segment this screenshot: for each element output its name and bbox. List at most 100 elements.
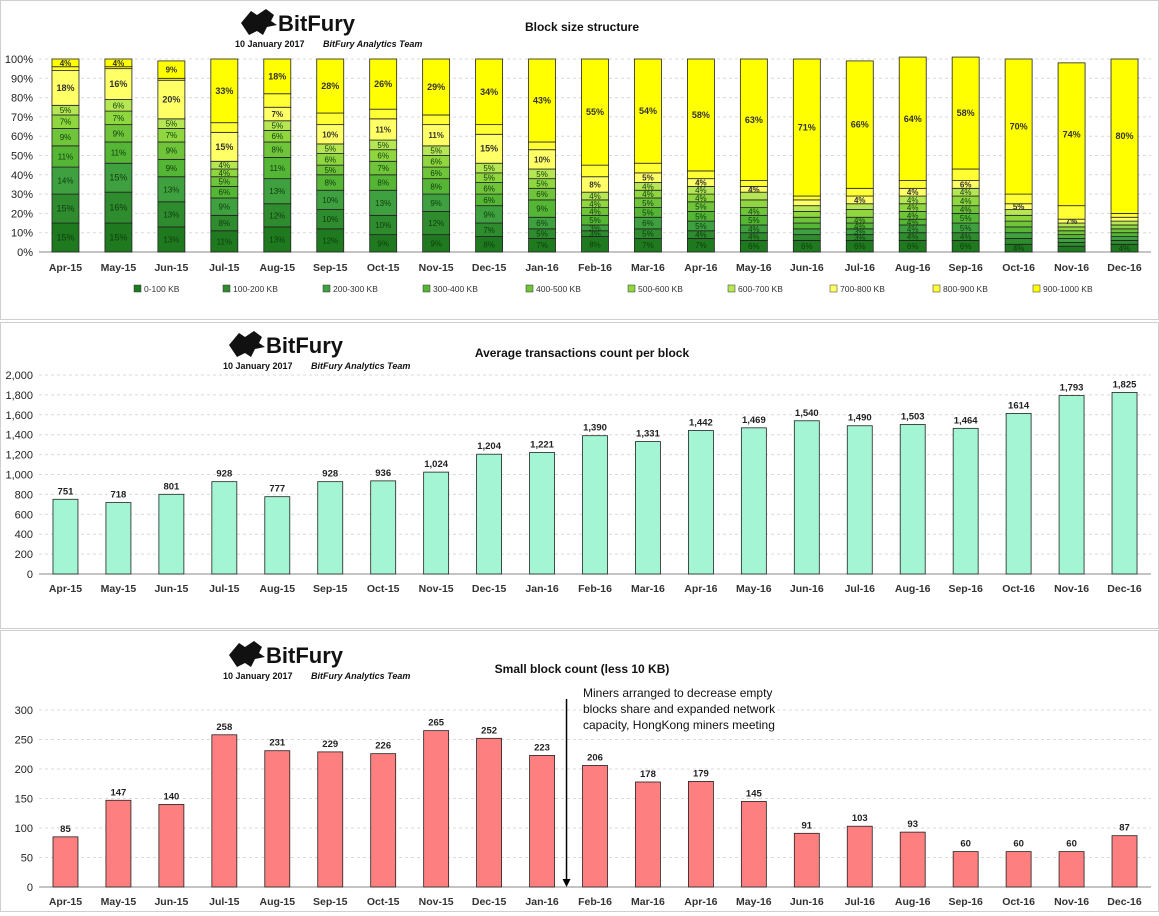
bar-segment (792, 195, 821, 201)
bar-segment (792, 211, 821, 218)
segment-label: 9% (166, 66, 178, 75)
bar-value-label: 1,464 (954, 415, 978, 426)
segment-label: 7% (166, 131, 178, 140)
x-tick-label: Oct-16 (1002, 583, 1035, 595)
segment-label: 4% (1013, 244, 1025, 253)
legend-label: 600-700 KB (738, 284, 783, 294)
annotation-text-line: Miners arranged to decrease empty (583, 686, 772, 700)
bar-segment (792, 216, 821, 224)
x-tick-label: Oct-15 (367, 262, 400, 274)
y-tick-label: 0 (27, 569, 33, 581)
bar-segment (51, 166, 80, 195)
bar-value-label: 718 (110, 490, 126, 501)
bar-segment (687, 170, 715, 180)
x-tick-label: May-15 (101, 896, 137, 908)
y-tick-label: 200 (15, 764, 33, 776)
segment-label: 9% (166, 164, 178, 173)
segment-label: 4% (854, 196, 866, 205)
bar-segment (1004, 58, 1033, 195)
bar (1005, 413, 1032, 575)
segment-label: 10% (322, 130, 338, 139)
segment-label: 4% (695, 179, 707, 188)
segment-label: 5% (1013, 203, 1025, 212)
y-tick-label: 1,000 (5, 470, 33, 482)
bar-segment (1057, 230, 1086, 236)
x-tick-label: Apr-16 (684, 262, 717, 274)
bar-value-label: 226 (375, 741, 391, 752)
x-tick-label: Jan-16 (525, 583, 558, 595)
segment-label: 8% (219, 219, 231, 228)
y-tick-label: 600 (15, 509, 33, 521)
segment-label: 4% (60, 59, 72, 68)
y-tick-label: 100 (15, 823, 33, 835)
bar-segment (51, 58, 80, 68)
segment-label: 80% (1116, 131, 1134, 141)
y-tick-label: 60% (11, 131, 33, 143)
y-tick-label: 100% (5, 54, 33, 66)
bar-value-label: 1,540 (795, 408, 819, 419)
segment-label: 11% (375, 125, 391, 134)
bar-segment (792, 234, 821, 241)
bar-segment (316, 58, 345, 114)
segment-label: 4% (113, 59, 125, 68)
bar-value-label: 258 (216, 722, 232, 733)
x-tick-label: Sep-16 (948, 583, 983, 595)
annotation-text-line: blocks share and expanded network (583, 702, 776, 716)
legend-swatch (829, 284, 838, 293)
segment-label: 8% (324, 179, 336, 188)
segment-label: 5% (960, 214, 972, 223)
bar-value-label: 93 (907, 819, 918, 830)
segment-label: 4% (589, 207, 601, 216)
bar-segment (845, 209, 874, 218)
bar (476, 453, 502, 575)
bar (529, 452, 555, 575)
segment-label: 7% (1066, 217, 1078, 226)
segment-label: 5% (695, 203, 707, 212)
segment-label: 13% (163, 185, 179, 194)
segment-label: 15% (109, 173, 127, 183)
x-tick-label: Jul-16 (845, 896, 876, 908)
bar (899, 831, 926, 888)
x-tick-label: Jun-16 (790, 896, 824, 908)
segment-label: 5% (324, 166, 336, 175)
segment-label: 6% (960, 242, 972, 251)
x-tick-label: Aug-15 (259, 583, 295, 595)
segment-label: 5% (166, 120, 178, 129)
bar (1005, 851, 1032, 888)
bar-segment (475, 58, 503, 126)
bar-segment (1057, 234, 1086, 239)
bar (423, 730, 450, 888)
segment-label: 7% (695, 241, 707, 250)
y-tick-label: 1,200 (5, 450, 33, 462)
bar-segment (1110, 220, 1139, 226)
chart-title: Small block count (less 10 KB) (495, 662, 670, 676)
segment-label: 4% (1119, 244, 1131, 253)
legend-label: 200-300 KB (333, 284, 378, 294)
x-tick-label: Feb-16 (578, 262, 612, 274)
bar-value-label: 1,331 (636, 429, 660, 440)
segment-label: 3% (589, 224, 601, 233)
bar-segment (792, 205, 821, 212)
segment-label: 6% (324, 155, 336, 164)
x-tick-label: May-16 (736, 262, 772, 274)
bar-value-label: 777 (269, 484, 285, 495)
segment-label: 34% (480, 87, 498, 97)
bar-segment (1110, 224, 1139, 230)
segment-label: 8% (377, 179, 389, 188)
x-tick-label: May-16 (736, 896, 772, 908)
segment-label: 4% (907, 196, 919, 205)
x-tick-label: Sep-15 (313, 262, 348, 274)
segment-label: 12% (322, 236, 338, 245)
segment-label: 18% (56, 83, 74, 93)
segment-label: 63% (745, 115, 763, 125)
legend-swatch (1032, 284, 1041, 293)
bar-value-label: 1,024 (424, 459, 448, 470)
bar-segment (1004, 193, 1033, 205)
x-tick-label: Nov-16 (1054, 583, 1089, 595)
legend-swatch (422, 284, 431, 293)
y-tick-label: 80% (11, 93, 33, 105)
bar-segment (369, 189, 398, 216)
bar (635, 441, 661, 575)
segment-label: 74% (1063, 129, 1081, 139)
segment-label: 7% (113, 114, 125, 123)
